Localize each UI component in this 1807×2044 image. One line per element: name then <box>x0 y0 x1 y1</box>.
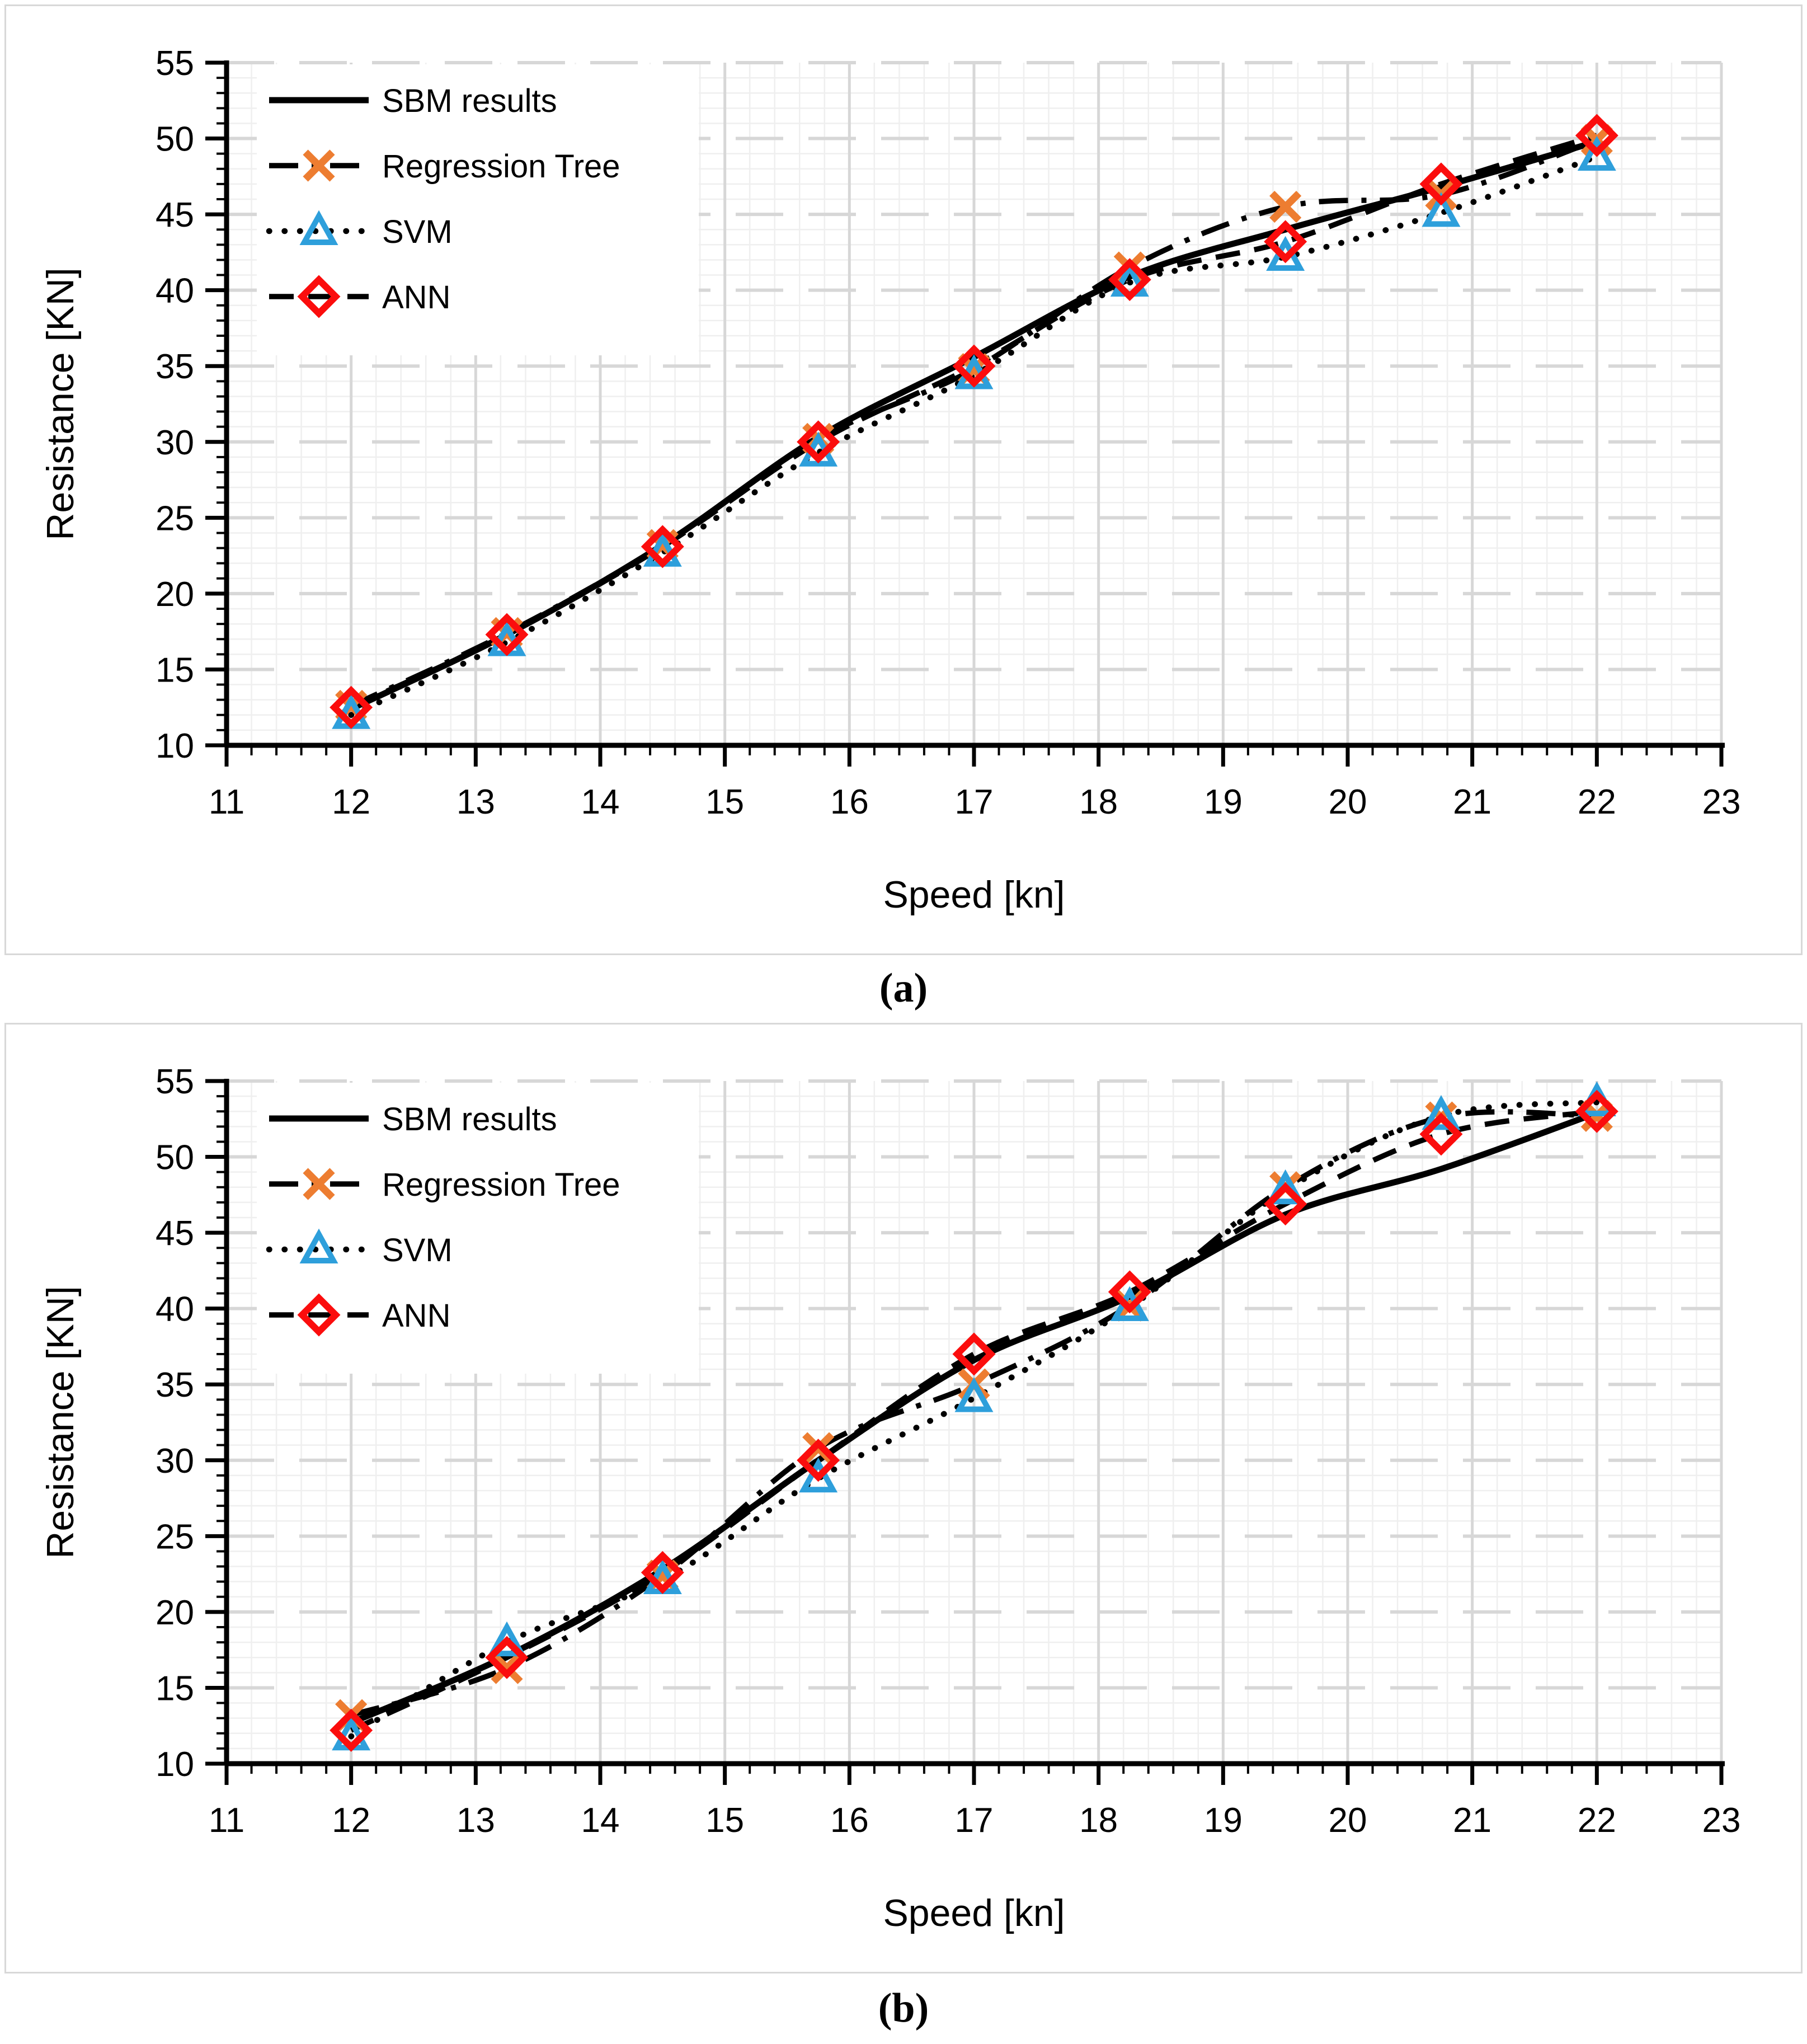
y-axis-title: Resistance [KN] <box>39 267 82 541</box>
x-tick-label: 18 <box>1079 783 1118 821</box>
series-svm-line <box>348 1099 1600 1740</box>
legend-label: SBM results <box>382 1101 557 1138</box>
chart-b-canvas: 11 12 13 14 15 16 17 18 19 20 21 22 23 10 15 20 25 30 35 40… <box>39 1063 1741 1934</box>
x-axis-title: Speed [kn] <box>883 873 1065 916</box>
series-lines <box>348 1099 1600 1740</box>
caption-b: (b) <box>878 1985 929 2031</box>
x-tick-label: 20 <box>1329 1801 1367 1840</box>
x-tick-label: 19 <box>1204 1801 1243 1840</box>
legend-label: Regression Tree <box>382 148 620 185</box>
x-tick-label: 12 <box>332 1801 370 1840</box>
x-tick-label: 16 <box>830 1801 869 1840</box>
y-tick-label: 10 <box>156 727 194 765</box>
x-tick-label: 14 <box>581 783 620 821</box>
chart-a-canvas: 11 12 13 14 15 16 17 18 19 20 21 22 23 10 15 20 25 30 35 40… <box>39 44 1741 916</box>
x-tick-labels: 11 12 13 14 15 16 17 18 19 20 21 22 23 <box>209 1801 1741 1840</box>
y-tick-label: 55 <box>156 1063 194 1101</box>
legend-item-sbm-results: SBM results <box>269 83 557 119</box>
x-tick-label: 14 <box>581 1801 620 1840</box>
x-axis-title: Speed [kn] <box>883 1892 1065 1934</box>
y-tick-label: 25 <box>156 499 194 538</box>
legend-label: SVM <box>382 214 453 250</box>
x-tick-label: 23 <box>1702 783 1741 821</box>
y-tick-label: 55 <box>156 44 194 83</box>
panel-b: 11 12 13 14 15 16 17 18 19 20 21 22 23 10 15 20 25 30 35 40… <box>4 1023 1803 1973</box>
y-tick-label: 45 <box>156 196 194 234</box>
y-tick-label: 35 <box>156 347 194 386</box>
x-tick-label: 15 <box>705 783 744 821</box>
series-regression-tree-line <box>350 137 1598 708</box>
legend-label: ANN <box>382 279 450 316</box>
y-tick-labels: 10 15 20 25 30 35 40 45 50 55 <box>156 1063 194 1784</box>
legend-label: Regression Tree <box>382 1167 620 1203</box>
x-tick-label: 15 <box>705 1801 744 1840</box>
legend-label: SVM <box>382 1232 453 1268</box>
y-tick-label: 25 <box>156 1517 194 1556</box>
series-ann-markers <box>330 114 1618 729</box>
x-tick-label: 22 <box>1578 783 1616 821</box>
y-tick-label: 50 <box>156 1139 194 1177</box>
y-tick-label: 30 <box>156 1442 194 1481</box>
y-tick-label: 45 <box>156 1214 194 1253</box>
x-tick-label: 18 <box>1079 1801 1118 1840</box>
series-sbm-results-line <box>350 1110 1598 1726</box>
x-tick-label: 22 <box>1578 1801 1616 1840</box>
axes <box>205 60 1725 767</box>
x-tick-label: 19 <box>1204 783 1243 821</box>
legend-label: SBM results <box>382 83 557 119</box>
y-tick-label: 15 <box>156 651 194 689</box>
legend-background <box>257 64 699 355</box>
legend-background <box>257 1083 699 1374</box>
y-axis-title: Resistance [KN] <box>39 1286 82 1559</box>
x-tick-label: 17 <box>955 783 994 821</box>
x-tick-label: 21 <box>1453 783 1491 821</box>
x-tick-label: 11 <box>209 1801 244 1840</box>
legend-item-ann: ANN <box>269 275 450 318</box>
y-tick-labels: 10 15 20 25 30 35 40 45 50 55 <box>156 44 194 765</box>
legend: SBM results Regression Tree SVM ANN <box>257 1083 699 1374</box>
y-tick-label: 10 <box>156 1745 194 1784</box>
y-tick-label: 50 <box>156 120 194 159</box>
legend-item-svm: SVM <box>266 210 453 250</box>
y-tick-label: 30 <box>156 424 194 462</box>
x-tick-label: 16 <box>830 783 869 821</box>
legend-item-regression-tree: Regression Tree <box>269 1167 620 1203</box>
x-tick-labels: 11 12 13 14 15 16 17 18 19 20 21 22 23 <box>209 783 1741 821</box>
series-markers <box>330 114 1618 729</box>
x-tick-label: 12 <box>332 783 370 821</box>
legend-item-regression-tree: Regression Tree <box>269 148 620 185</box>
x-tick-label: 11 <box>209 783 244 821</box>
x-tick-label: 13 <box>457 783 495 821</box>
series-ann-line <box>350 1108 1597 1733</box>
legend-item-svm: SVM <box>266 1228 453 1268</box>
x-tick-label: 21 <box>1453 1801 1491 1840</box>
legend: SBM results Regression Tree SVM ANN <box>257 64 699 355</box>
y-tick-label: 15 <box>156 1669 194 1708</box>
y-tick-label: 40 <box>156 1290 194 1329</box>
legend-label: ANN <box>382 1298 450 1334</box>
x-tick-label: 23 <box>1702 1801 1741 1840</box>
y-tick-label: 20 <box>156 575 194 614</box>
panel-a: 11 12 13 14 15 16 17 18 19 20 21 22 23 10 15 20 25 30 35 40… <box>4 4 1803 955</box>
x-tick-label: 17 <box>955 1801 994 1840</box>
axes <box>205 1079 1725 1785</box>
x-tick-label: 13 <box>457 1801 495 1840</box>
y-tick-label: 40 <box>156 272 194 311</box>
legend-item-sbm-results: SBM results <box>269 1101 557 1138</box>
series-svm-line <box>348 153 1600 718</box>
x-tick-label: 20 <box>1329 783 1367 821</box>
legend-item-ann: ANN <box>269 1293 450 1337</box>
series-markers <box>330 1081 1618 1752</box>
y-tick-label: 20 <box>156 1594 194 1632</box>
caption-a: (a) <box>879 965 928 1011</box>
y-tick-label: 35 <box>156 1366 194 1404</box>
series-ann-markers <box>330 1089 1618 1752</box>
